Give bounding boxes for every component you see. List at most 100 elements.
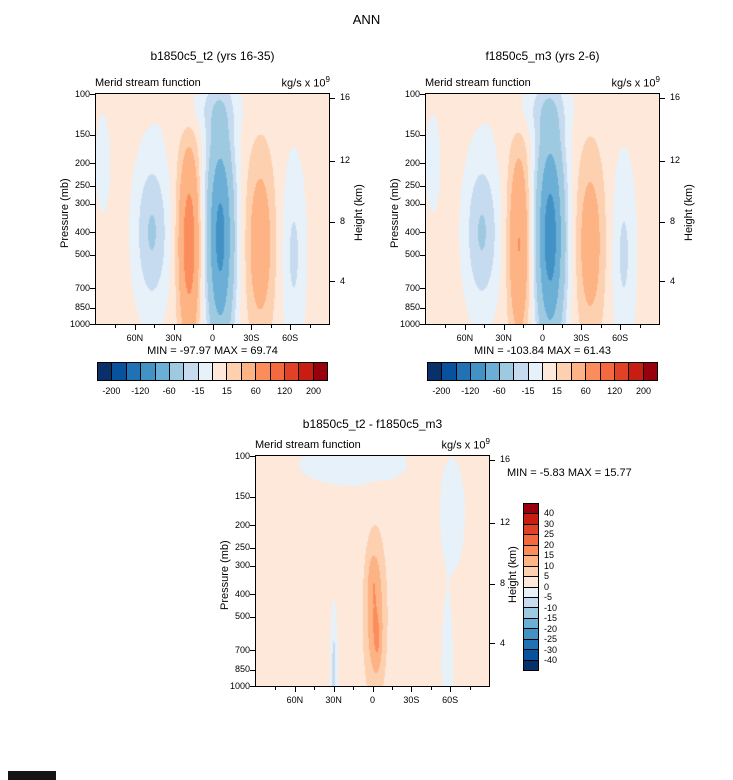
panel-title: f1850c5_m3 (yrs 2-6) bbox=[485, 49, 600, 63]
pressure-tick-mark bbox=[250, 669, 255, 671]
pressure-tick-label: 300 bbox=[74, 198, 90, 209]
pressure-tick-mark bbox=[90, 307, 95, 309]
latitude-tick-label: 30N bbox=[495, 333, 512, 343]
colorbar-segment bbox=[628, 362, 644, 381]
pressure-tick-label: 150 bbox=[404, 129, 420, 139]
colorbar-tick-label: 120 bbox=[277, 386, 293, 396]
contour-plot-canvas bbox=[96, 94, 329, 324]
pressure-tick-mark bbox=[250, 496, 255, 498]
pressure-tick-label: 150 bbox=[234, 491, 250, 501]
latitude-tick-mark bbox=[333, 687, 335, 692]
pressure-tick-mark bbox=[90, 163, 95, 165]
panel-case2: f1850c5_m3 (yrs 2-6) Merid stream functi… bbox=[389, 49, 695, 396]
height-tick-mark bbox=[490, 522, 495, 524]
colorbar-tick-label: 15 bbox=[221, 386, 232, 396]
colorbar-tick-label: 30 bbox=[544, 518, 555, 529]
colorbar-tick-label: 60 bbox=[580, 386, 591, 396]
latitude-minor-tick-mark bbox=[193, 325, 195, 328]
height-axis-label: Height (km) bbox=[507, 546, 519, 603]
latitude-minor-tick-mark bbox=[445, 325, 447, 328]
colorbar-tick-label: 0 bbox=[544, 581, 550, 592]
colorbar-segment bbox=[212, 362, 228, 381]
latitude-tick-mark bbox=[464, 325, 466, 330]
plot-frame bbox=[95, 93, 330, 325]
units-label: kg/s x 109 bbox=[282, 75, 330, 90]
pressure-tick-mark bbox=[90, 185, 95, 187]
panel-case1: b1850c5_t2 (yrs 16-35) Merid stream func… bbox=[59, 49, 365, 396]
pressure-tick-mark bbox=[420, 94, 425, 95]
pressure-tick-label: 500 bbox=[74, 249, 90, 260]
pressure-tick-label: 500 bbox=[404, 249, 420, 260]
height-tick-label: 8 bbox=[340, 216, 346, 227]
colorbar-tick-label: -15 bbox=[521, 386, 535, 396]
colorbar-segment bbox=[140, 362, 156, 381]
colorbar-tick-label: -5 bbox=[544, 592, 553, 602]
colorbar-tick-label: -60 bbox=[162, 386, 176, 396]
latitude-minor-tick-mark bbox=[353, 687, 355, 690]
latitude-tick-mark bbox=[134, 325, 136, 330]
latitude-minor-tick-mark bbox=[154, 325, 156, 328]
colorbar-labels: -200 -120 -60 -15 15 60 120 200 bbox=[427, 386, 658, 396]
latitude-tick-mark bbox=[581, 325, 583, 330]
colorbar-horizontal bbox=[97, 362, 328, 381]
panel-difference: b1850c5_t2 - f1850c5_m3 Merid stream fun… bbox=[219, 417, 632, 705]
pressure-tick-label: 1000 bbox=[69, 318, 90, 329]
pressure-tick-mark bbox=[420, 203, 425, 205]
height-tick-mark bbox=[330, 221, 335, 223]
latitude-tick-mark bbox=[372, 687, 374, 692]
height-tick-label: 12 bbox=[670, 155, 681, 166]
contour-plot-canvas bbox=[426, 94, 659, 324]
colorbar-tick-label: -120 bbox=[461, 386, 480, 396]
colorbar-vertical: 40 30 25 20 15 10 5 0 -5 -10 -15 -20 -25 -30 -40 bbox=[523, 503, 557, 671]
colorbar-segment bbox=[111, 362, 127, 381]
colorbar-tick-label: 40 bbox=[544, 508, 555, 518]
latitude-minor-tick-mark bbox=[231, 325, 233, 328]
plot-frame bbox=[255, 455, 490, 687]
pressure-tick-mark bbox=[250, 616, 255, 618]
colorbar-tick-label: 200 bbox=[636, 386, 652, 396]
colorbar-tick-label: -20 bbox=[544, 623, 558, 634]
colorbar-segment bbox=[613, 362, 630, 381]
latitude-tick-mark bbox=[450, 687, 452, 692]
colorbar-tick-label: -200 bbox=[432, 386, 451, 396]
latitude-minor-tick-mark bbox=[314, 687, 316, 690]
height-tick-label: 12 bbox=[340, 155, 351, 166]
pressure-tick-mark bbox=[90, 94, 95, 95]
colorbar-tick-label: -30 bbox=[544, 644, 558, 655]
height-tick-label: 4 bbox=[500, 637, 506, 648]
latitude-tick-mark bbox=[503, 325, 505, 330]
bottom-edge-artifact bbox=[8, 771, 56, 780]
pressure-tick-label: 700 bbox=[404, 282, 420, 293]
colorbar-segment bbox=[427, 362, 443, 381]
pressure-tick-label: 1000 bbox=[399, 318, 420, 329]
pressure-tick-mark bbox=[250, 525, 255, 527]
height-tick-label: 4 bbox=[670, 275, 676, 286]
latitude-tick-mark bbox=[212, 325, 214, 330]
height-tick-label: 8 bbox=[670, 216, 676, 227]
colorbar-tick-label: 25 bbox=[544, 529, 555, 539]
plot-frame bbox=[425, 93, 660, 325]
latitude-minor-tick-mark bbox=[309, 325, 311, 328]
pressure-tick-mark bbox=[90, 203, 95, 205]
pressure-tick-label: 100 bbox=[74, 88, 90, 99]
pressure-tick-mark bbox=[420, 324, 425, 325]
pressure-tick-label: 400 bbox=[404, 226, 420, 237]
colorbar-tick-label: -15 bbox=[191, 386, 205, 396]
units-base: kg/s x 10 bbox=[281, 77, 326, 90]
colorbar-tick-label: 60 bbox=[250, 386, 261, 396]
pressure-tick-label: 200 bbox=[234, 519, 250, 530]
latitude-tick-label: 60S bbox=[442, 695, 459, 705]
colorbar-horizontal bbox=[427, 362, 658, 381]
units-label: kg/s x 109 bbox=[612, 75, 660, 90]
latitude-tick-label: 30S bbox=[403, 695, 420, 705]
latitude-tick-mark bbox=[542, 325, 544, 330]
field-label: Merid stream function bbox=[425, 77, 531, 89]
pressure-tick-label: 100 bbox=[404, 88, 420, 99]
colorbar-tick-label: -120 bbox=[131, 386, 150, 396]
pressure-tick-label: 1000 bbox=[229, 680, 250, 691]
latitude-tick-label: 0 bbox=[209, 333, 215, 343]
latitude-tick-label: 30S bbox=[573, 333, 590, 343]
field-label: Merid stream function bbox=[95, 77, 201, 89]
pressure-tick-label: 400 bbox=[74, 226, 90, 237]
colorbar-segment bbox=[523, 659, 539, 671]
